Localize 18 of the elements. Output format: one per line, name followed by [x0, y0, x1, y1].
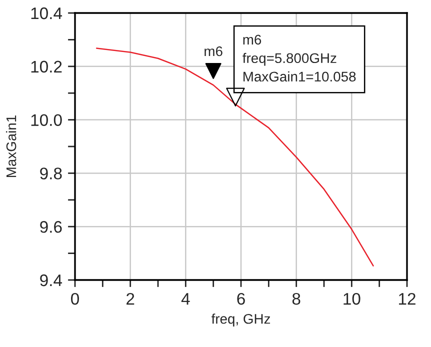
- y-tick-label: 10.4: [31, 7, 62, 20]
- x-tick-label: 10: [344, 292, 360, 305]
- y-tick-label: 10.2: [31, 60, 62, 73]
- x-tick-label: 6: [237, 292, 245, 305]
- y-tick-label: 10.0: [31, 114, 62, 126]
- x-tick-label: 0: [71, 292, 79, 305]
- annotation: m6: [204, 46, 222, 56]
- x-tick-label: 4: [181, 293, 190, 305]
- y-tick-label: 9.8: [40, 168, 62, 180]
- x-tick-label: 8: [292, 292, 300, 305]
- y-tick-label: 9.6: [40, 221, 62, 233]
- x-axis-title: freq, GHz: [211, 314, 270, 327]
- x-tick-label: 12: [399, 292, 416, 305]
- x-tick-label: 2: [126, 292, 134, 305]
- line-series: [96, 48, 374, 266]
- annotation: m6 freq=5.800GHz MaxGain1=10.058: [242, 34, 356, 82]
- y-axis-title: MaxGain1: [6, 116, 16, 178]
- y-tick-label: 9.4: [40, 274, 62, 286]
